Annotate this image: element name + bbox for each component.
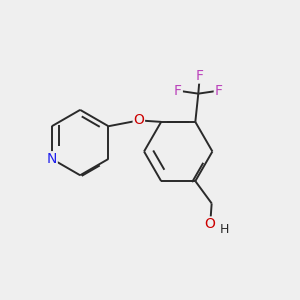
Text: H: H — [220, 223, 229, 236]
Text: O: O — [205, 217, 216, 231]
Text: F: F — [196, 69, 204, 83]
Text: O: O — [134, 113, 144, 128]
Text: F: F — [174, 84, 182, 98]
Text: N: N — [47, 152, 57, 166]
Text: F: F — [214, 84, 223, 98]
